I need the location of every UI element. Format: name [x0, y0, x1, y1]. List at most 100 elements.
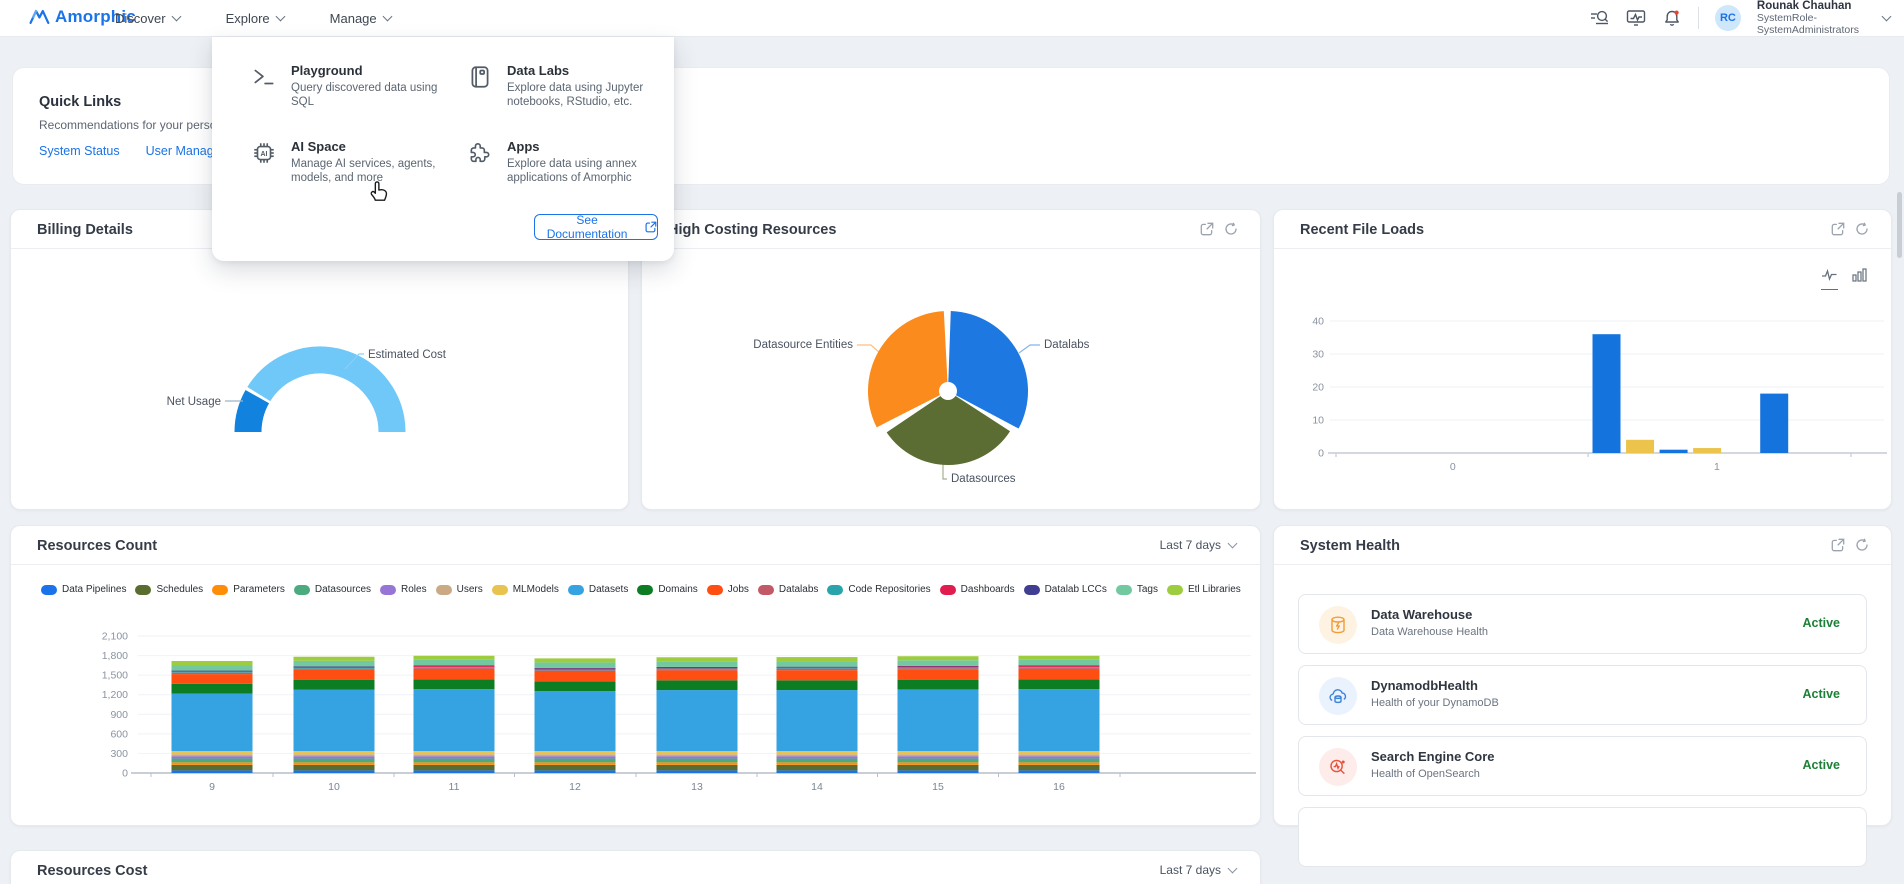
- avatar[interactable]: RC: [1715, 5, 1741, 31]
- health-item-search-engine[interactable]: Search Engine Core Health of OpenSearch …: [1298, 736, 1867, 796]
- time-range-value: Last 7 days: [1160, 863, 1221, 877]
- see-documentation-button[interactable]: See Documentation: [534, 214, 658, 240]
- health-item-title: Data Warehouse: [1371, 607, 1472, 622]
- quick-links-title: Quick Links: [39, 94, 121, 110]
- notifications-bell-icon[interactable]: [1662, 8, 1682, 28]
- menu-item-title: Playground: [291, 63, 451, 78]
- system-health-card: System Health Data Warehouse Data Wareho…: [1273, 525, 1892, 826]
- open-external-icon[interactable]: [1831, 538, 1845, 552]
- svg-text:0: 0: [1450, 461, 1456, 473]
- divider: [1698, 7, 1699, 29]
- card-title: Resources Count: [37, 538, 157, 554]
- monitoring-icon[interactable]: [1626, 8, 1646, 28]
- svg-text:Datasource Entities: Datasource Entities: [753, 339, 853, 351]
- nav-item-explore[interactable]: Explore: [226, 11, 284, 26]
- nav-item-manage[interactable]: Manage: [330, 11, 391, 26]
- user-menu-chevron-icon[interactable]: [1882, 12, 1892, 22]
- notebook-icon: [467, 64, 493, 90]
- link-system-status[interactable]: System Status: [39, 144, 120, 158]
- dashboard-page: Amorphic Discover Explore Manage RC Roun…: [0, 0, 1904, 884]
- svg-text:9: 9: [209, 781, 215, 793]
- status-badge: Active: [1802, 758, 1840, 772]
- resources-cost-card: Resources Cost Last 7 days: [10, 850, 1261, 884]
- nav-menu: Discover Explore Manage: [115, 0, 391, 36]
- recent-file-loads-bar-chart: 01020304001: [1274, 249, 1893, 511]
- see-documentation-label: See Documentation: [535, 213, 639, 241]
- resources-count-card: Resources Count Last 7 days Data Pipelin…: [10, 525, 1261, 826]
- user-role-line2: SystemAdministrators: [1757, 24, 1859, 36]
- menu-item-playground[interactable]: Playground Query discovered data using S…: [251, 63, 461, 109]
- menu-item-title: Data Labs: [507, 63, 667, 78]
- svg-text:12: 12: [569, 781, 581, 793]
- ai-chip-icon: AI: [251, 140, 277, 166]
- card-title: High Costing Resources: [668, 222, 836, 238]
- svg-text:Datalabs: Datalabs: [1044, 339, 1090, 351]
- user-role-line1: SystemRole-: [1757, 12, 1859, 24]
- svg-text:1: 1: [1714, 461, 1720, 473]
- search-icon[interactable]: [1590, 8, 1610, 28]
- health-item-dynamodb[interactable]: DynamodbHealth Health of your DynamoDB A…: [1298, 665, 1867, 725]
- svg-text:15: 15: [932, 781, 944, 793]
- top-nav: Amorphic Discover Explore Manage RC Roun…: [0, 0, 1904, 37]
- svg-text:16: 16: [1053, 781, 1065, 793]
- time-range-value: Last 7 days: [1160, 538, 1221, 552]
- card-title: System Health: [1300, 538, 1400, 554]
- search-health-icon: [1319, 748, 1357, 786]
- high-costing-resources-card: High Costing Resources Datasource Entiti…: [641, 209, 1261, 510]
- chevron-down-icon: [171, 12, 181, 22]
- chevron-down-icon: [1228, 539, 1238, 549]
- svg-text:0: 0: [122, 768, 128, 780]
- nav-right: RC Rounak Chauhan SystemRole- SystemAdmi…: [1590, 0, 1890, 36]
- chevron-down-icon: [1228, 864, 1238, 874]
- health-item-data-warehouse[interactable]: Data Warehouse Data Warehouse Health Act…: [1298, 594, 1867, 654]
- status-badge: Active: [1802, 687, 1840, 701]
- refresh-icon[interactable]: [1855, 538, 1869, 552]
- menu-item-apps[interactable]: Apps Explore data using annex applicatio…: [467, 139, 677, 185]
- svg-text:10: 10: [328, 781, 340, 793]
- health-item-title: DynamodbHealth: [1371, 678, 1478, 693]
- card-title: Recent File Loads: [1300, 222, 1424, 238]
- explore-dropdown-menu: Playground Query discovered data using S…: [212, 37, 674, 261]
- menu-item-data-labs[interactable]: Data Labs Explore data using Jupyter not…: [467, 63, 677, 109]
- resources-count-stacked-chart: 03006009001,2001,5001,8002,1009101112131…: [11, 565, 1262, 827]
- nav-item-discover[interactable]: Discover: [115, 11, 180, 26]
- health-item-partial[interactable]: [1298, 807, 1867, 867]
- health-item-subtitle: Health of your DynamoDB: [1371, 697, 1499, 709]
- user-info[interactable]: Rounak Chauhan SystemRole- SystemAdminis…: [1757, 0, 1859, 36]
- card-header: Resources Cost Last 7 days: [11, 851, 1260, 884]
- card-header: Recent File Loads: [1274, 210, 1891, 249]
- svg-text:600: 600: [110, 728, 128, 740]
- svg-text:2,100: 2,100: [102, 631, 128, 643]
- time-range-dropdown[interactable]: Last 7 days: [1160, 538, 1236, 552]
- quick-links-subtitle: Recommendations for your perso: [39, 118, 216, 132]
- external-link-icon: [645, 221, 657, 233]
- quick-links-list: System Status User Manageme: [39, 144, 238, 158]
- terminal-icon: [251, 64, 277, 90]
- svg-text:20: 20: [1312, 382, 1324, 394]
- svg-text:30: 30: [1312, 349, 1324, 361]
- vertical-scrollbar-thumb[interactable]: [1897, 192, 1902, 258]
- menu-item-ai-space[interactable]: AI AI Space Manage AI services, agents, …: [251, 139, 461, 185]
- refresh-icon[interactable]: [1224, 222, 1238, 236]
- svg-text:10: 10: [1312, 415, 1324, 427]
- apps-icon: [467, 140, 493, 166]
- svg-text:Datasources: Datasources: [951, 473, 1016, 485]
- open-external-icon[interactable]: [1200, 222, 1214, 236]
- health-item-subtitle: Data Warehouse Health: [1371, 626, 1488, 638]
- svg-text:AI: AI: [261, 151, 268, 158]
- svg-text:1,500: 1,500: [102, 670, 128, 682]
- card-header: Resources Count Last 7 days: [11, 526, 1260, 565]
- menu-item-desc: Explore data using annex applications of…: [507, 157, 667, 185]
- menu-item-title: AI Space: [291, 139, 451, 154]
- svg-text:300: 300: [110, 748, 128, 760]
- time-range-dropdown[interactable]: Last 7 days: [1160, 863, 1236, 877]
- mouse-cursor-pointer: [368, 180, 390, 209]
- chevron-down-icon: [275, 12, 285, 22]
- refresh-icon[interactable]: [1855, 222, 1869, 236]
- chevron-down-icon: [382, 12, 392, 22]
- cloud-db-icon: [1319, 677, 1357, 715]
- svg-text:1,800: 1,800: [102, 650, 128, 662]
- menu-item-desc: Explore data using Jupyter notebooks, RS…: [507, 81, 667, 109]
- database-icon: [1319, 606, 1357, 644]
- open-external-icon[interactable]: [1831, 222, 1845, 236]
